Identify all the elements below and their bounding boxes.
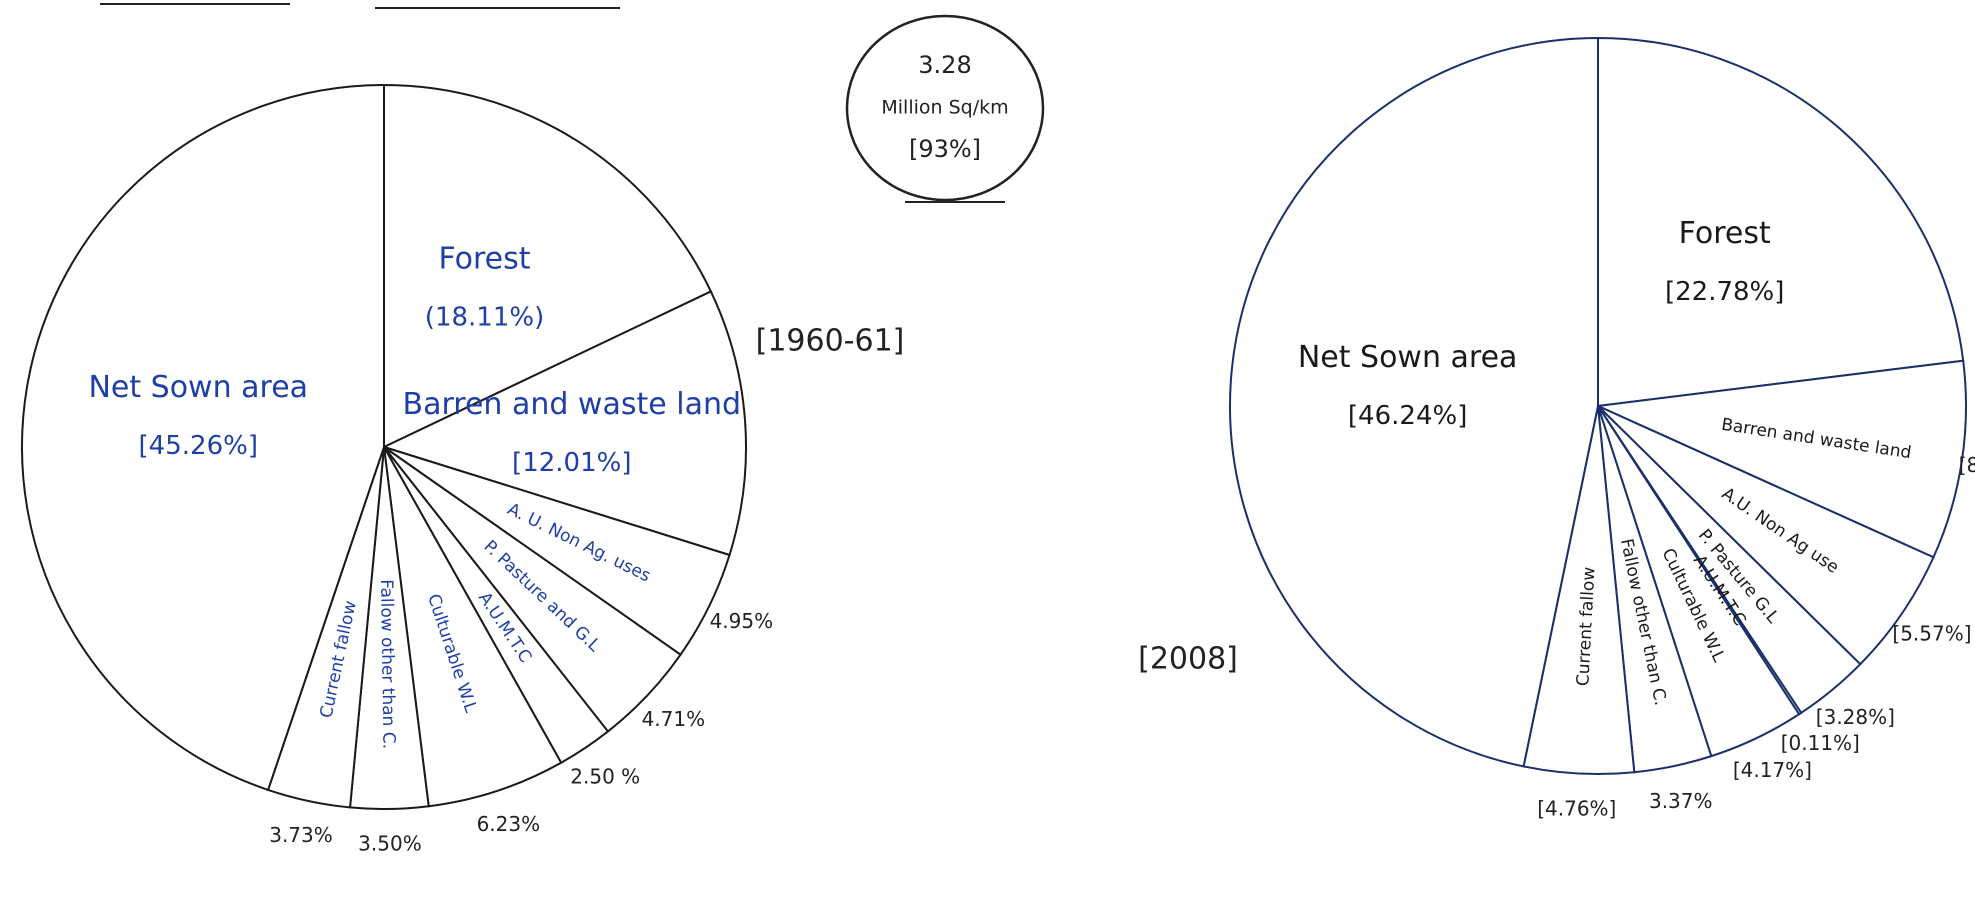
value-label: 4.95% xyxy=(710,609,774,633)
value-label: [5.57%] xyxy=(1892,621,1971,645)
value-label: [4.17%] xyxy=(1733,758,1812,782)
value-label: [12.01%] xyxy=(512,448,631,478)
value-label: [4.76%] xyxy=(1537,797,1616,821)
chart-title: [2008] xyxy=(1138,642,1238,677)
annotation: [93%] xyxy=(909,135,981,163)
slice-label: Forest xyxy=(1679,216,1771,251)
annotation: Million Sq/km xyxy=(881,97,1008,119)
value-label: [0.11%] xyxy=(1781,731,1860,755)
pie-slice xyxy=(1594,359,1967,559)
chart-title: [1960-61] xyxy=(756,324,905,359)
value-label: [8.61%] xyxy=(1959,453,1975,477)
pie-slice xyxy=(1597,36,1965,408)
slice-label: Net Sown area xyxy=(88,370,308,405)
pie-slice xyxy=(383,446,563,808)
pie-slice xyxy=(1597,405,1935,666)
value-label: 2.50 % xyxy=(570,765,640,789)
slice-label: Barren and waste land xyxy=(403,387,742,422)
pie-slice xyxy=(21,83,385,792)
value-label: (18.11%) xyxy=(425,302,544,332)
slice-label: Fallow other than C. xyxy=(376,579,399,749)
value-label: 3.50% xyxy=(358,832,422,856)
value-label: [22.78%] xyxy=(1665,277,1784,307)
value-label: [45.26%] xyxy=(139,431,258,461)
value-label: 4.71% xyxy=(642,707,706,731)
value-label: 3.73% xyxy=(269,823,333,847)
value-label: 3.37% xyxy=(1649,789,1713,813)
value-label: 6.23% xyxy=(477,812,541,836)
annotation: 3.28 xyxy=(918,51,971,79)
slice-label: Net Sown area xyxy=(1298,340,1518,375)
annotation-circle xyxy=(845,14,1045,202)
pie-slice xyxy=(381,290,747,557)
value-label: [3.28%] xyxy=(1816,705,1895,729)
pie-slice xyxy=(383,83,713,449)
slice-label: Forest xyxy=(438,241,530,276)
value-label: [46.24%] xyxy=(1348,401,1467,431)
pie-slice xyxy=(1229,36,1599,768)
